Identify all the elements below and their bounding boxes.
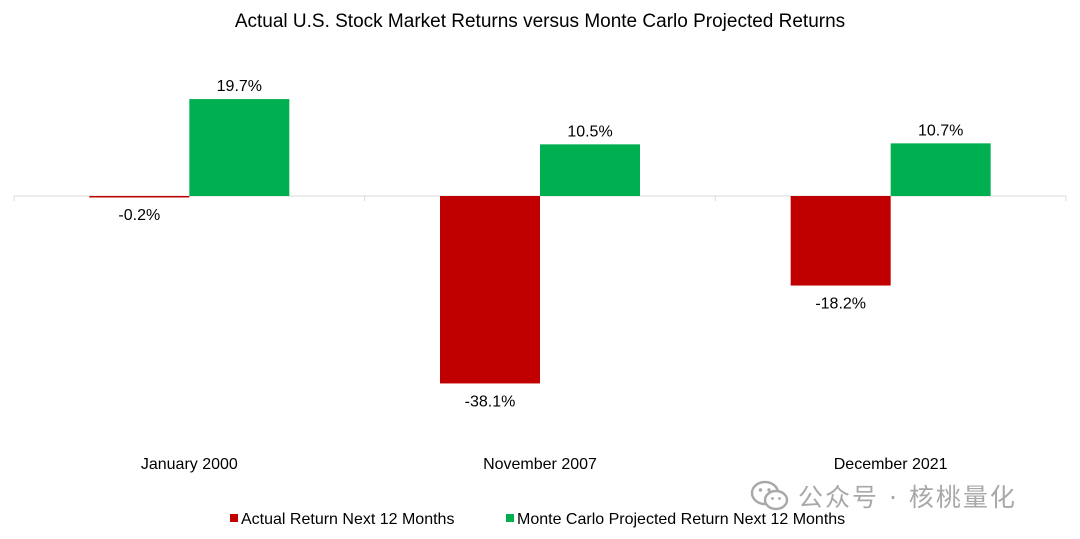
x-tick-label: November 2007	[483, 456, 597, 473]
bar-actual-return	[440, 196, 540, 384]
bar-actual-return	[89, 196, 190, 198]
data-label: -38.1%	[465, 393, 516, 410]
data-label: 10.5%	[567, 123, 612, 140]
wechat-icon	[750, 480, 789, 511]
watermark-text: 公众号 · 核桃量化	[798, 483, 1017, 512]
x-tick-label: January 2000	[141, 456, 238, 473]
legend-swatch-monte-carlo	[506, 514, 514, 522]
data-label: 10.7%	[918, 122, 963, 139]
legend: Actual Return Next 12 Months Monte Carlo …	[230, 511, 845, 528]
legend-swatch-actual	[230, 514, 238, 522]
legend-label: Monte Carlo Projected Return Next 12 Mon…	[517, 511, 845, 528]
data-label: 19.7%	[217, 78, 262, 95]
x-tick-label: December 2021	[834, 456, 948, 473]
plot-area: -0.2% 19.7% January 2000 -38.1% 10.5% Novembe…	[13, 78, 1067, 473]
bar-monte-carlo-return	[189, 99, 290, 196]
chart-title: Actual U.S. Stock Market Returns versus …	[235, 11, 845, 32]
bar-actual-return	[790, 196, 891, 286]
bar-monte-carlo-return	[890, 143, 991, 196]
bar-monte-carlo-return	[540, 144, 640, 196]
legend-label: Actual Return Next 12 Months	[241, 511, 454, 528]
data-label: -0.2%	[118, 207, 160, 224]
data-label: -18.2%	[815, 296, 866, 313]
watermark: 公众号 · 核桃量化	[750, 476, 1017, 516]
